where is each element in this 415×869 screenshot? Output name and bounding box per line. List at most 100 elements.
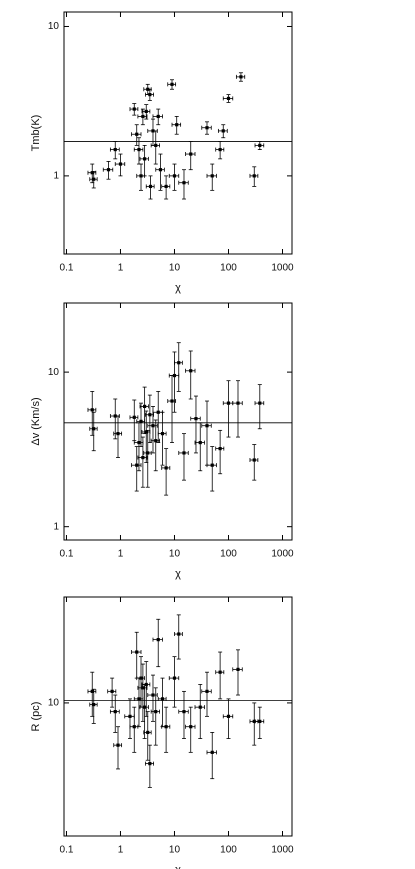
point <box>92 702 96 707</box>
point <box>189 152 193 156</box>
point <box>210 750 214 754</box>
panel: 0.1 1 10 100 1000 1 10 χ Δv (Km/s) <box>30 302 294 580</box>
point <box>194 417 198 421</box>
point <box>210 174 214 178</box>
point <box>252 719 256 723</box>
point <box>189 369 193 373</box>
y-tick-label: 10 <box>48 367 60 378</box>
point <box>144 682 148 687</box>
point <box>154 710 158 714</box>
point <box>160 432 165 436</box>
point <box>226 401 231 405</box>
point <box>160 697 165 701</box>
point <box>146 451 150 455</box>
x-axis-label: χ <box>175 568 181 580</box>
point <box>156 410 160 414</box>
x-tick-label: 100 <box>220 845 237 856</box>
point <box>158 168 163 172</box>
point <box>151 129 155 133</box>
point <box>239 75 243 79</box>
plot-frame <box>63 302 293 541</box>
point <box>141 114 145 119</box>
x-tick-label: 1000 <box>271 549 294 560</box>
point <box>137 697 141 701</box>
point <box>175 123 179 127</box>
point <box>137 440 141 445</box>
point <box>139 174 143 178</box>
x-tick-label: 0.1 <box>60 549 74 560</box>
point <box>90 689 94 693</box>
point <box>164 466 168 470</box>
x-tick-label: 1 <box>118 845 124 856</box>
point <box>139 419 143 423</box>
point <box>113 414 117 418</box>
point <box>144 109 148 114</box>
point <box>172 373 177 378</box>
plot-frame <box>63 11 293 255</box>
point <box>164 725 168 729</box>
y-tick-label: 10 <box>48 21 60 32</box>
point <box>135 463 139 467</box>
point <box>135 132 139 136</box>
y-axis-label: Δv (Km/s) <box>30 397 42 445</box>
point <box>189 725 193 729</box>
point <box>92 177 96 181</box>
x-tick-label: 10 <box>169 263 181 274</box>
point <box>177 632 181 636</box>
x-tick-label: 1000 <box>271 845 294 856</box>
point <box>182 710 186 714</box>
point <box>143 157 147 161</box>
point <box>236 667 240 671</box>
point <box>198 440 202 445</box>
x-tick-label: 0.1 <box>60 263 74 274</box>
point <box>110 689 114 693</box>
point <box>198 705 202 709</box>
y-axis-label: Tmb(K) <box>30 115 42 152</box>
point <box>132 415 136 419</box>
point <box>148 92 152 97</box>
point <box>132 107 136 111</box>
point <box>141 686 145 690</box>
point <box>92 427 96 431</box>
plot-frame <box>63 596 293 837</box>
point <box>141 455 145 460</box>
x-axis-label: χ <box>175 864 181 869</box>
point <box>210 463 214 467</box>
point <box>205 424 209 428</box>
point <box>128 714 132 718</box>
point <box>144 430 148 434</box>
point <box>135 650 139 654</box>
panel: 0.1 1 10 100 1000 1 10 χ Tmb(K) <box>30 11 294 294</box>
point <box>218 447 222 451</box>
point <box>226 96 231 101</box>
point <box>226 714 231 718</box>
y-tick-label: 1 <box>53 521 59 532</box>
point <box>90 171 94 175</box>
point <box>218 670 222 674</box>
point <box>139 676 143 680</box>
x-tick-label: 100 <box>220 263 237 274</box>
point <box>146 87 150 91</box>
point <box>182 181 186 185</box>
point <box>252 458 256 462</box>
point <box>236 401 240 405</box>
point <box>143 404 147 409</box>
point <box>137 147 141 152</box>
point <box>205 689 209 693</box>
point <box>164 184 168 189</box>
point <box>221 129 225 133</box>
point <box>148 413 152 417</box>
point <box>146 730 150 735</box>
points <box>87 72 265 200</box>
point <box>148 184 153 189</box>
point <box>177 361 181 365</box>
x-tick-label: 0.1 <box>60 845 74 856</box>
point <box>113 147 117 152</box>
points <box>87 342 265 496</box>
point <box>258 401 262 405</box>
y-tick-label: 1 <box>53 171 59 182</box>
point <box>170 82 174 86</box>
x-tick-label: 100 <box>220 549 237 560</box>
